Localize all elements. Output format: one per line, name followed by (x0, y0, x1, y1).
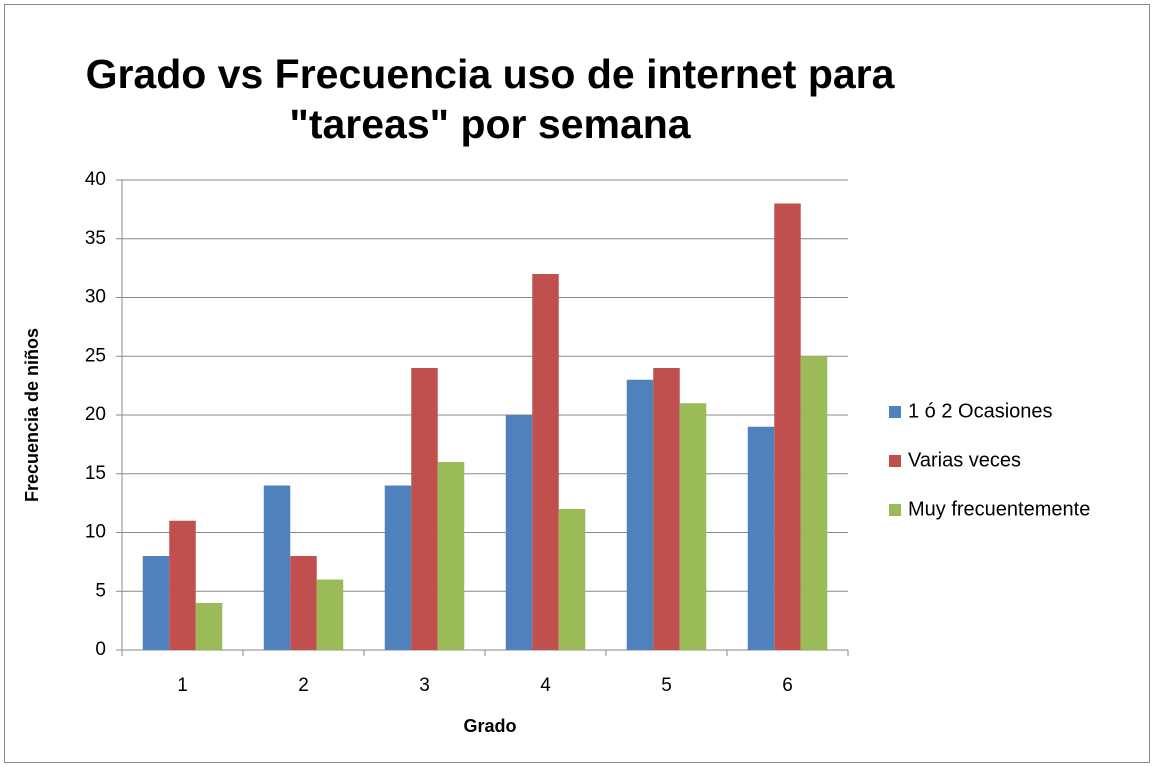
y-tick-label: 25 (85, 345, 106, 366)
bar (532, 274, 559, 650)
bar (384, 485, 412, 650)
bar (747, 426, 775, 650)
y-axis-label: Frecuencia de niños (22, 328, 42, 502)
legend-label: 1 ó 2 Ocasiones (908, 400, 1053, 422)
y-tick-label: 5 (95, 580, 106, 601)
x-tick-label: 5 (661, 675, 672, 696)
bar (505, 415, 533, 650)
chart-title: Grado vs Frecuencia uso de internet para (86, 51, 896, 97)
bar (316, 579, 344, 650)
legend-swatch (889, 406, 901, 418)
y-tick-label: 20 (85, 404, 106, 425)
y-tick-label: 10 (85, 522, 106, 543)
bar (679, 403, 707, 650)
legend-label: Varias veces (908, 449, 1021, 471)
y-tick-label: 30 (85, 287, 106, 308)
legend-label: Muy frecuentemente (908, 498, 1090, 520)
bar (290, 556, 317, 650)
bar (653, 368, 680, 650)
x-tick-label: 4 (540, 675, 551, 696)
x-axis-label: Grado (463, 716, 516, 736)
bar (195, 603, 223, 650)
bar (263, 485, 291, 650)
y-tick-label: 40 (85, 169, 106, 190)
y-tick-label: 15 (85, 463, 106, 484)
bar (411, 368, 438, 650)
legend-swatch (889, 504, 901, 516)
bar (800, 356, 828, 650)
bar (626, 379, 654, 650)
bar (774, 203, 801, 650)
legend-swatch (889, 455, 901, 467)
chart-title: "tareas" por semana (289, 101, 691, 147)
y-tick-label: 0 (95, 639, 106, 660)
x-tick-label: 1 (177, 675, 188, 696)
bar (437, 462, 465, 650)
x-tick-label: 2 (298, 675, 309, 696)
y-tick-label: 35 (85, 228, 106, 249)
x-tick-label: 6 (782, 675, 793, 696)
bar (558, 509, 586, 650)
x-tick-label: 3 (419, 675, 430, 696)
bar (169, 520, 196, 650)
bar (142, 556, 170, 650)
